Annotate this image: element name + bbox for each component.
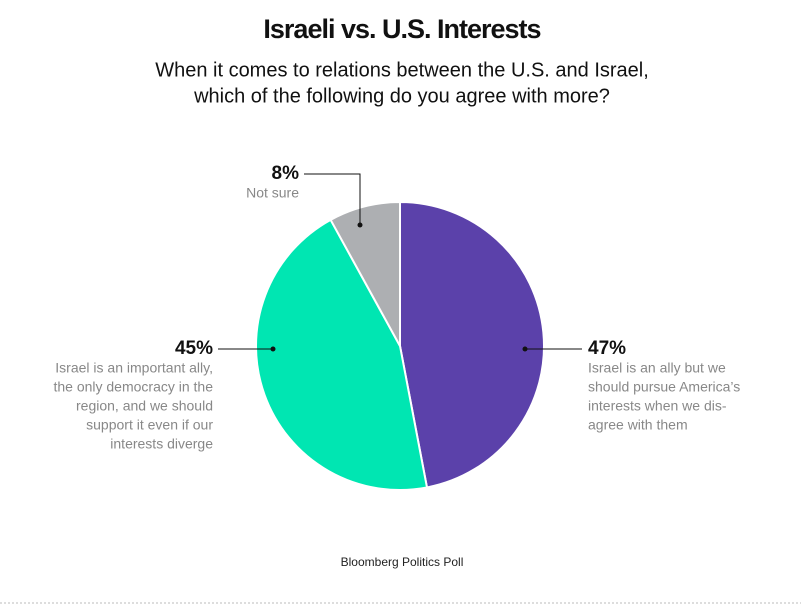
- leader-dot: [522, 346, 528, 352]
- category-label: agree with them: [588, 417, 688, 433]
- category-label: should pursue America’s: [588, 379, 740, 395]
- pie-slice: [399, 200, 545, 489]
- category-label: interests when we dis-: [588, 398, 727, 414]
- category-label: Not sure: [246, 185, 299, 201]
- chart-subtitle: When it comes to relations between the U…: [155, 59, 649, 81]
- category-label: Israel is an ally but we: [588, 360, 726, 376]
- chart-subtitle: which of the following do you agree with…: [193, 85, 610, 107]
- chart-title: Israeli vs. U.S. Interests: [263, 14, 540, 44]
- leader-line: [304, 173, 361, 225]
- category-label: support it even if our: [86, 417, 213, 433]
- category-label: interests diverge: [110, 436, 213, 452]
- category-label: the only democracy in the: [53, 379, 213, 395]
- source: Bloomberg Politics Poll: [341, 555, 464, 569]
- category-label: Israel is an important ally,: [55, 360, 213, 376]
- value-label: 45%: [175, 338, 213, 359]
- value-label: 8%: [272, 163, 300, 184]
- category-label: region, and we should: [76, 398, 213, 414]
- value-label: 47%: [588, 338, 626, 359]
- pie-slice: [255, 218, 429, 491]
- pie-slice: [329, 200, 401, 347]
- leader-dot: [270, 346, 276, 352]
- leader-dot: [357, 222, 363, 228]
